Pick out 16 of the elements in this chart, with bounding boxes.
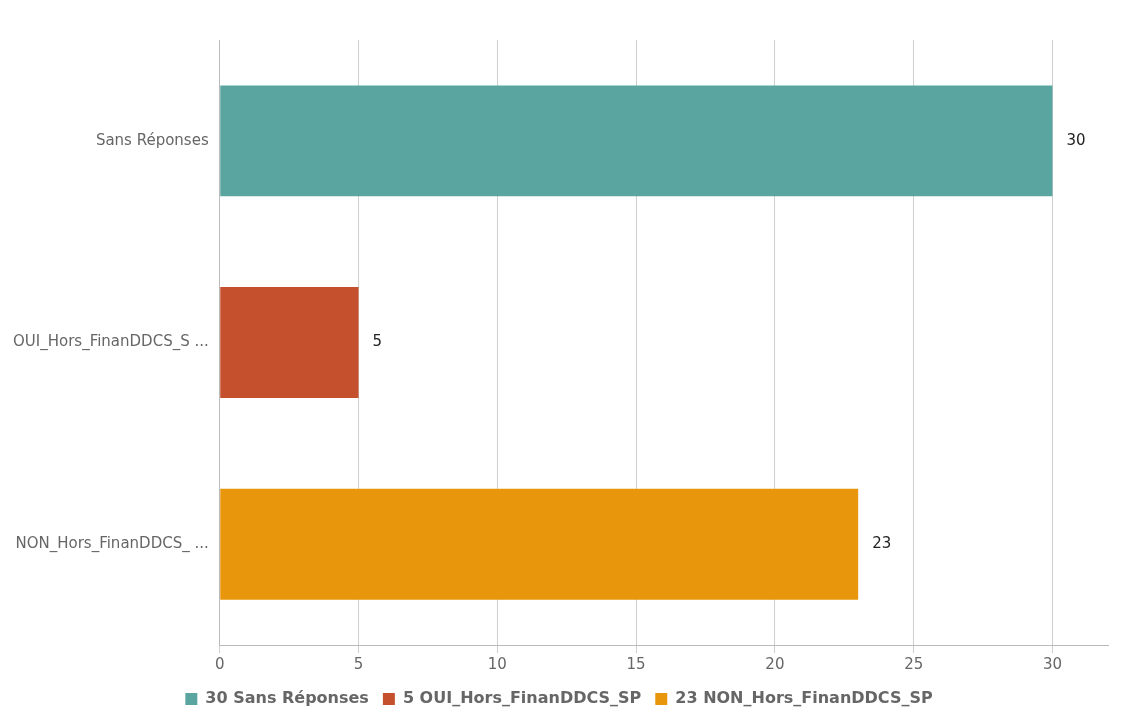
y-tick-label: OUI_Hors_FinanDDCS_S ... — [13, 332, 209, 352]
data-label: 23 — [872, 534, 892, 553]
y-tick-label: NON_Hors_FinanDDCS_ ... — [15, 534, 209, 554]
x-tick-label: 0 — [214, 654, 225, 673]
x-tick-label: 30 — [1042, 654, 1063, 673]
y-tick-label: Sans Réponses — [95, 130, 209, 149]
x-tick-label: 15 — [626, 654, 646, 673]
data-label: 5 — [372, 332, 383, 351]
legend-label: 5 OUI_Hors_FinanDDCS_SP — [402, 688, 642, 708]
data-label: 30 — [1066, 130, 1086, 149]
x-tick-label: 10 — [487, 654, 507, 673]
legend-label: 23 NON_Hors_FinanDDCS_SP — [675, 688, 933, 708]
x-tick-label: 25 — [904, 654, 924, 673]
x-tick-label: 20 — [765, 654, 785, 673]
x-tick-label: 5 — [353, 654, 364, 673]
legend-label: 30 Sans Réponses — [205, 688, 369, 708]
